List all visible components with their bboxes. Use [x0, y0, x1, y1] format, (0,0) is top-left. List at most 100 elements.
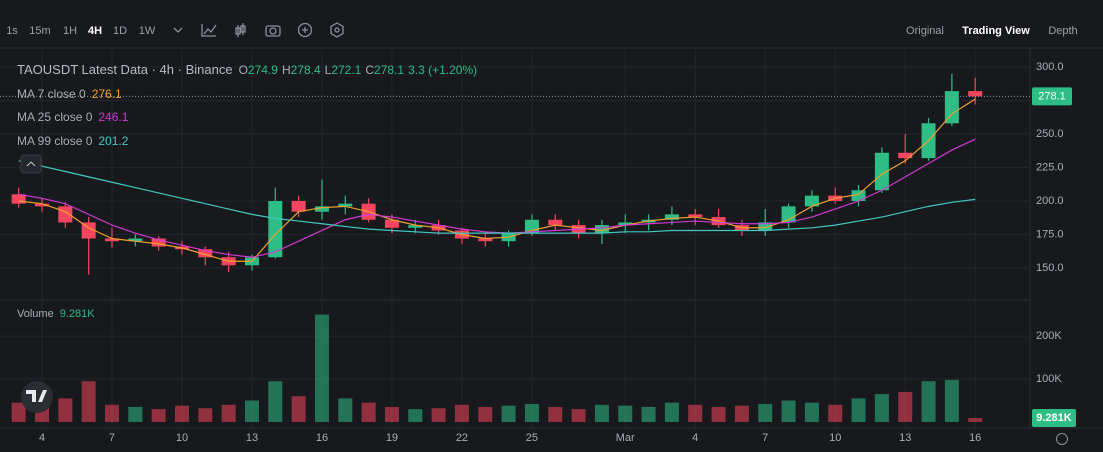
interval-button[interactable]: 1W [139, 25, 156, 37]
y-tick-label: 300.0 [1036, 61, 1064, 73]
legend-row: MA 25 close 0 246.1 [17, 106, 483, 130]
candle-body [944, 91, 959, 124]
volume-bar [174, 405, 189, 422]
candle-body [804, 195, 819, 207]
interval-dropdown[interactable] [173, 27, 183, 33]
candle-body [594, 225, 609, 234]
volume-bar [454, 404, 469, 422]
screenshot-icon[interactable] [265, 25, 281, 37]
x-tick-label: 7 [109, 432, 115, 444]
indicator-icon[interactable] [201, 24, 217, 37]
volume-bar [104, 404, 119, 422]
candle-body [898, 152, 913, 159]
ohlc-value: 278.1 [374, 63, 405, 77]
x-tick-label: 7 [762, 432, 768, 444]
volume-bar [734, 405, 749, 422]
x-tick-label: 10 [829, 432, 841, 444]
volume-bar [688, 404, 703, 422]
settings-button[interactable] [1056, 433, 1068, 445]
last-price-label: 278.1 [1038, 90, 1066, 102]
ohlc-value: 274.9 [247, 63, 278, 77]
view-tab[interactable]: Depth [1048, 25, 1077, 37]
volume-bar [524, 403, 539, 422]
ma-value: 201.2 [98, 133, 129, 148]
ohlc-item: C278.1 [365, 63, 404, 77]
tradingview-logo [21, 381, 53, 413]
volume-bar [361, 402, 376, 422]
ma-name: MA 7 close 0 [17, 86, 86, 101]
candle-body [384, 219, 399, 228]
ma-value: 246.1 [98, 110, 129, 124]
settings-icon[interactable] [330, 22, 344, 38]
volume-bar [571, 409, 586, 422]
screenshot-lens [269, 27, 277, 35]
volume-bar [781, 400, 796, 422]
y-tick-label: 200.0 [1036, 195, 1064, 207]
candle-body [548, 219, 563, 226]
volume-bar [244, 400, 259, 422]
add-icon[interactable] [297, 22, 313, 38]
volume-bar [58, 398, 73, 422]
interval-button[interactable]: 4H [88, 25, 102, 37]
volume-bar [618, 405, 633, 422]
candle-body [128, 238, 143, 242]
candle-body [664, 214, 679, 220]
ohlc-item: H278.4 [282, 63, 321, 77]
legend-row: MA 7 close 0 276.1 [17, 83, 483, 107]
volume-bar [921, 381, 936, 422]
candle-body [968, 91, 983, 97]
x-tick-label: 13 [246, 432, 258, 444]
volume-bar [11, 402, 26, 422]
collapse-arrow [26, 161, 36, 167]
candle-body [338, 203, 353, 207]
candle-body [408, 225, 423, 228]
settings-dot [334, 27, 340, 33]
volume-tick-label: 200K [1036, 330, 1062, 342]
volume-bar [968, 418, 983, 422]
view-tab[interactable]: Original [906, 25, 944, 37]
volume-tick-label: 100K [1036, 373, 1062, 385]
logo-bg [21, 381, 53, 413]
ohlc-key: L [324, 63, 332, 77]
volume-legend: Volume 9.281K [17, 308, 101, 320]
last-volume-label: 9.281K [1036, 412, 1072, 424]
y-tick-label: 250.0 [1036, 128, 1064, 140]
candle-body [851, 190, 866, 201]
ma-line [18, 98, 976, 262]
volume-bar [314, 314, 329, 422]
volume-bar [664, 402, 679, 422]
x-tick-label: Mar [616, 432, 635, 444]
volume-bar [594, 404, 609, 422]
candle-body [11, 194, 26, 204]
ma-name: MA 99 close 0 [17, 133, 93, 148]
volume-bar [944, 379, 959, 422]
ma-name: MA 25 close 0 [17, 110, 93, 124]
view-tab[interactable]: Trading View [962, 25, 1030, 37]
candle-body [618, 222, 633, 226]
ma-value: 276.1 [91, 86, 122, 101]
legend-row: MA 99 close 0 201.2 [17, 130, 483, 154]
change-label: 3.3 (+1.20%) [408, 63, 478, 77]
volume-bar [221, 404, 236, 422]
volume-name: Volume [17, 308, 54, 320]
interval-button[interactable]: 1D [113, 25, 127, 37]
volume-bar [851, 398, 866, 422]
candle-body [35, 203, 49, 207]
candle-body [478, 238, 493, 242]
volume-bar [384, 406, 399, 422]
volume-bar [338, 398, 353, 422]
interval-button[interactable]: 1s [6, 25, 18, 37]
interval-button[interactable]: 1H [63, 25, 77, 37]
x-tick-label: 4 [692, 432, 698, 444]
collapse-legend-button[interactable] [20, 154, 42, 174]
candle-body [151, 238, 166, 247]
ohlc-key: O [238, 63, 248, 77]
volume-bar [291, 396, 306, 422]
volume-bar [641, 406, 656, 422]
candle-icon[interactable] [235, 23, 246, 37]
ohlc-value: 278.4 [290, 63, 321, 77]
ma-line [18, 160, 976, 234]
interval-button[interactable]: 15m [29, 25, 50, 37]
